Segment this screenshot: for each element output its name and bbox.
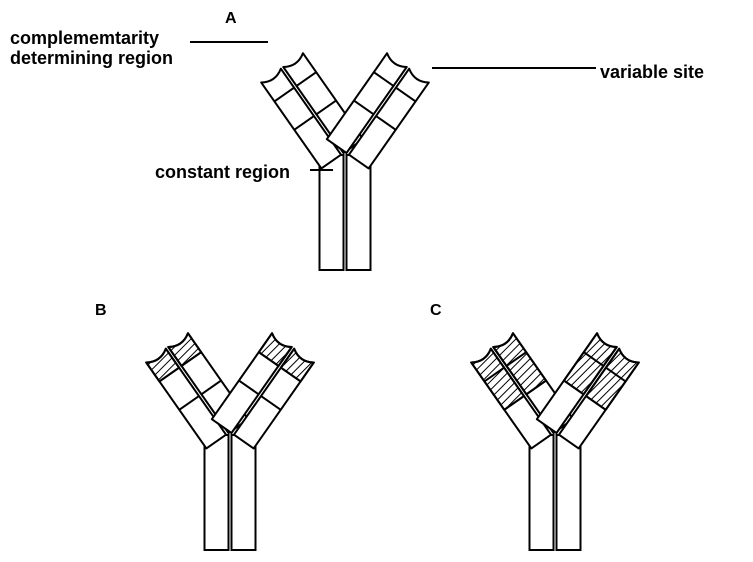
- figure-canvas: A B C complememtarity determining region…: [0, 0, 753, 562]
- diagram-svg: [0, 0, 753, 562]
